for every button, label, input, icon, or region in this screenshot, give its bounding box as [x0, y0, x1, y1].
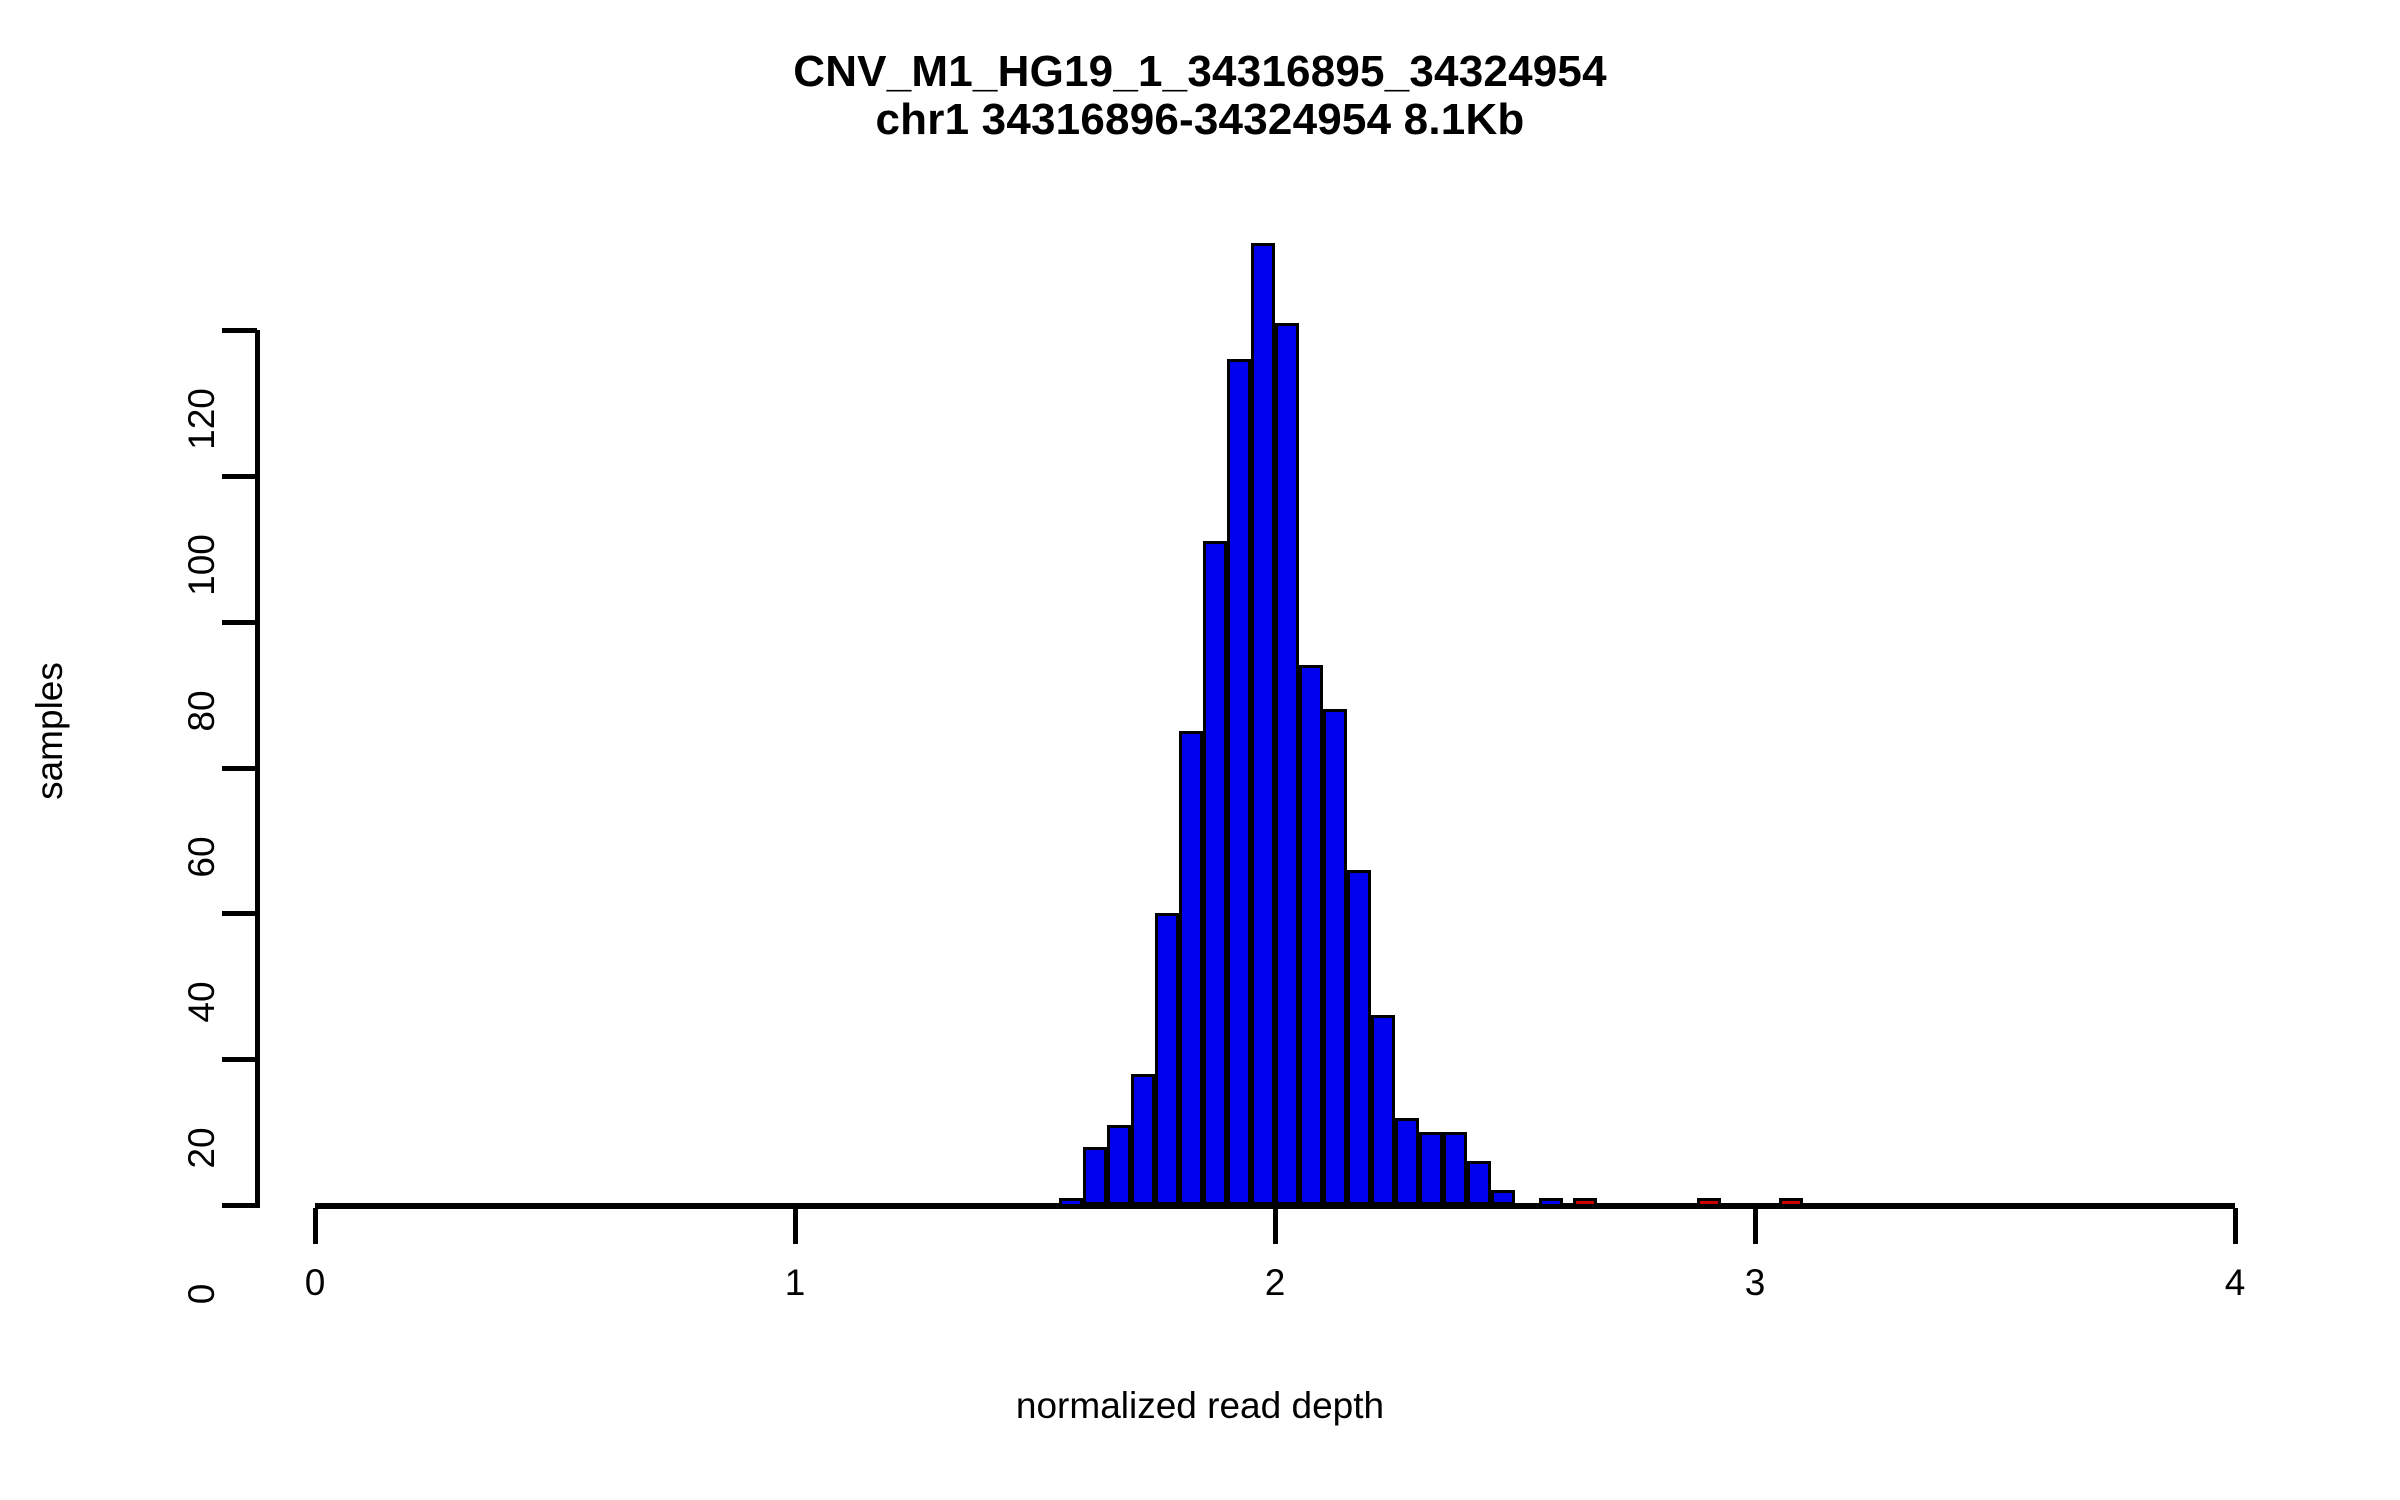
histogram-bar	[1371, 1015, 1395, 1205]
x-axis-tick	[1273, 1208, 1278, 1244]
y-axis-tick	[222, 1203, 257, 1208]
histogram-bar	[1131, 1073, 1155, 1205]
y-axis-label: samples	[29, 662, 70, 800]
x-axis-tick	[313, 1208, 318, 1244]
histogram-bar	[1299, 665, 1323, 1205]
y-axis-tick	[222, 911, 257, 917]
y-axis-tick-label: 120	[181, 388, 222, 450]
histogram-bar	[1539, 1197, 1563, 1207]
y-axis-tick	[222, 1057, 257, 1063]
histogram-bar	[1491, 1190, 1515, 1205]
x-axis-tick	[1753, 1208, 1758, 1244]
histogram-bar	[1323, 709, 1347, 1205]
histogram-bar	[1107, 1124, 1131, 1205]
x-axis-tick	[793, 1208, 798, 1244]
x-axis-tick-label: 1	[784, 1262, 806, 1303]
y-axis-tick	[222, 328, 257, 333]
x-axis-tick-label: 4	[2224, 1262, 2246, 1303]
histogram-bar	[1227, 359, 1251, 1205]
histogram-bar	[1779, 1197, 1803, 1207]
histogram-bar	[1275, 322, 1299, 1205]
histogram-bar	[1467, 1161, 1491, 1205]
x-axis-line	[315, 1203, 2235, 1209]
chart-title: CNV_M1_HG19_1_34316895_34324954 chr1 343…	[0, 48, 2400, 143]
chart-title-line-1: CNV_M1_HG19_1_34316895_34324954	[793, 47, 1607, 96]
histogram-bar	[1697, 1197, 1722, 1207]
histogram-bar	[1251, 242, 1275, 1205]
histogram-bar	[1059, 1197, 1083, 1207]
histogram-bar	[1155, 913, 1179, 1205]
x-axis-tick-label: 0	[304, 1262, 326, 1303]
y-axis-line	[255, 330, 260, 1208]
y-axis-tick	[222, 765, 257, 771]
histogram-bar	[1443, 1132, 1467, 1205]
x-axis-tick	[2233, 1208, 2238, 1244]
histogram-bar	[1419, 1132, 1443, 1205]
x-axis-label: normalized read depth	[1015, 1385, 1385, 1426]
chart-title-line-2: chr1 34316896-34324954 8.1Kb	[875, 94, 1525, 144]
y-axis-tick	[222, 619, 257, 625]
x-axis-tick-label: 3	[1744, 1262, 1766, 1303]
histogram-bar	[1572, 1197, 1597, 1207]
histogram-bar	[1203, 541, 1227, 1205]
histogram-bar	[1179, 731, 1203, 1205]
histogram-bar	[1347, 869, 1371, 1205]
y-axis-tick	[222, 473, 257, 479]
histogram-bar	[1083, 1146, 1107, 1205]
histogram-bar	[1395, 1117, 1419, 1205]
x-axis-tick-label: 2	[1264, 1262, 1286, 1303]
